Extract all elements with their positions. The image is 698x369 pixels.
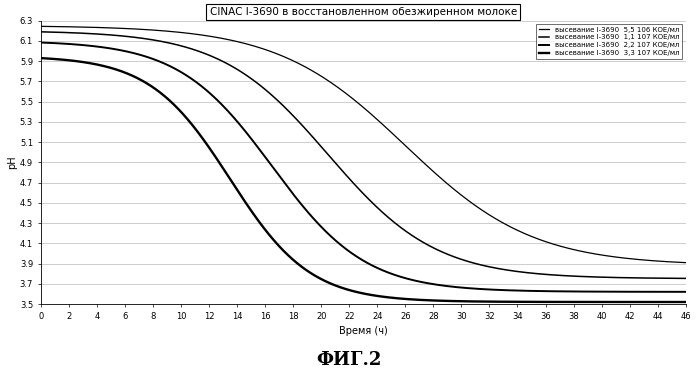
X-axis label: Время (ч): Время (ч) xyxy=(339,326,387,336)
Title: CINAC I-3690 в восстановленном обезжиренном молоке: CINAC I-3690 в восстановленном обезжирен… xyxy=(209,7,517,17)
Legend: высевание I-3690  5,5 106 КОЕ/мл, высевание I-3690  1,1 107 КОЕ/мл, высевание I-: высевание I-3690 5,5 106 КОЕ/мл, высеван… xyxy=(536,24,682,59)
Text: ФИГ.2: ФИГ.2 xyxy=(316,351,382,369)
Y-axis label: рН: рН xyxy=(7,155,17,169)
